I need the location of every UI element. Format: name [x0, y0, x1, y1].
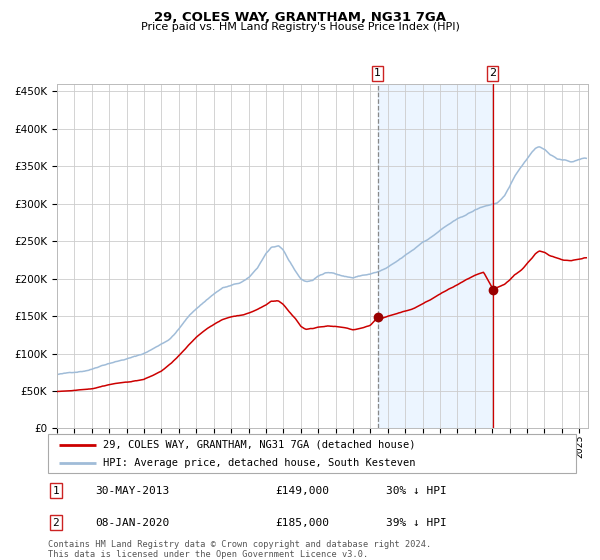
Text: 08-JAN-2020: 08-JAN-2020 [95, 518, 170, 528]
Text: £185,000: £185,000 [275, 518, 329, 528]
Text: Contains HM Land Registry data © Crown copyright and database right 2024.
This d: Contains HM Land Registry data © Crown c… [48, 540, 431, 559]
Text: 2: 2 [489, 68, 496, 78]
Text: 1: 1 [374, 68, 381, 78]
FancyBboxPatch shape [48, 434, 576, 473]
Text: 30-MAY-2013: 30-MAY-2013 [95, 486, 170, 496]
Text: 1: 1 [53, 486, 59, 496]
Text: 29, COLES WAY, GRANTHAM, NG31 7GA: 29, COLES WAY, GRANTHAM, NG31 7GA [154, 11, 446, 24]
Text: 2: 2 [53, 518, 59, 528]
Text: £149,000: £149,000 [275, 486, 329, 496]
Bar [377, 84, 493, 428]
Text: HPI: Average price, detached house, South Kesteven: HPI: Average price, detached house, Sout… [103, 458, 416, 468]
Text: Price paid vs. HM Land Registry's House Price Index (HPI): Price paid vs. HM Land Registry's House … [140, 22, 460, 32]
Text: 30% ↓ HPI: 30% ↓ HPI [386, 486, 446, 496]
Text: 29, COLES WAY, GRANTHAM, NG31 7GA (detached house): 29, COLES WAY, GRANTHAM, NG31 7GA (detac… [103, 440, 416, 450]
Text: 39% ↓ HPI: 39% ↓ HPI [386, 518, 446, 528]
